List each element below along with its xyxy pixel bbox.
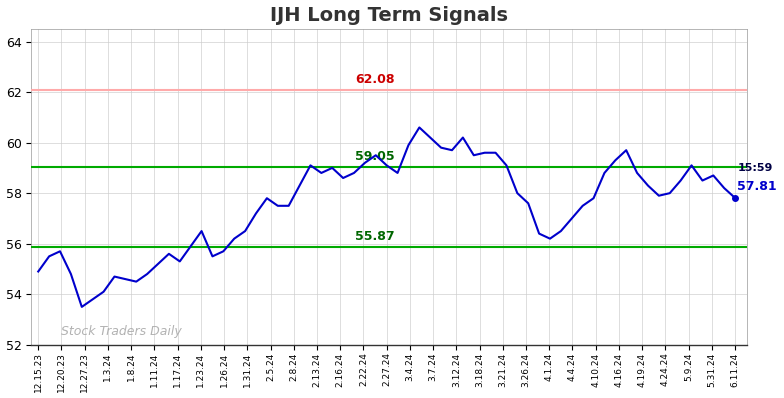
Text: 59.05: 59.05 <box>355 150 395 163</box>
Text: 55.87: 55.87 <box>355 230 395 243</box>
Text: 15:59: 15:59 <box>738 163 773 173</box>
Title: IJH Long Term Signals: IJH Long Term Signals <box>270 6 508 25</box>
Text: 57.81: 57.81 <box>738 180 777 193</box>
Text: 62.08: 62.08 <box>355 73 395 86</box>
Text: Stock Traders Daily: Stock Traders Daily <box>61 326 182 338</box>
